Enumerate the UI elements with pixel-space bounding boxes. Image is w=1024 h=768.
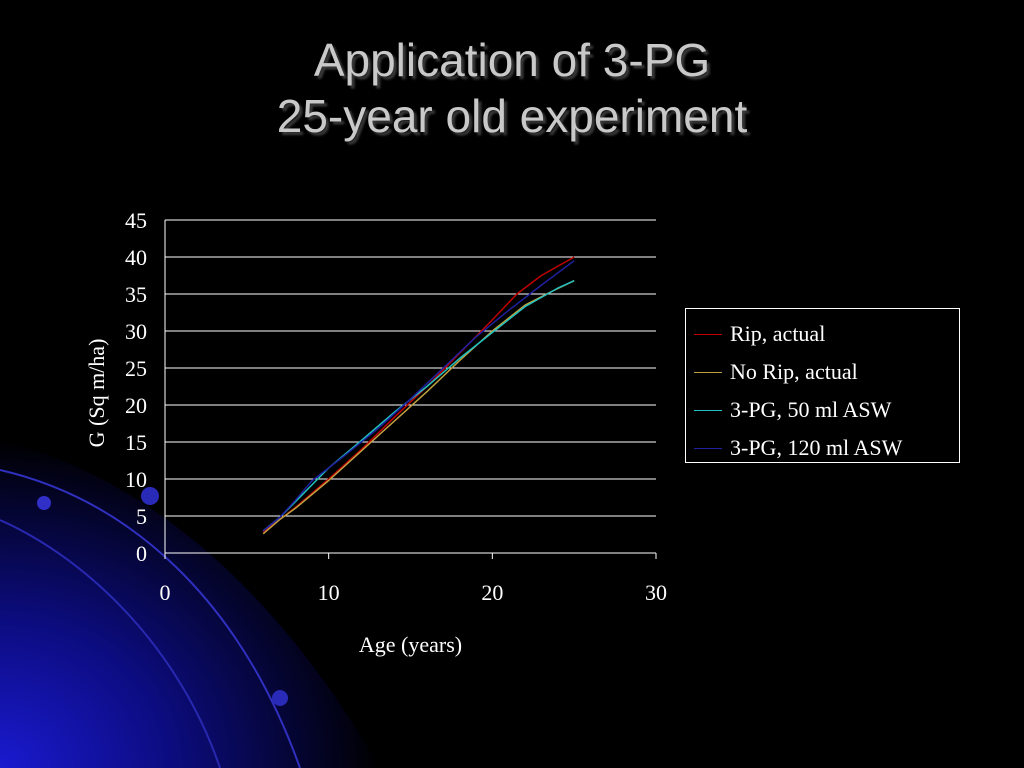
series-line-4	[262, 260, 575, 532]
background-dot	[37, 496, 51, 510]
legend-label: 3-PG, 50 ml ASW	[730, 397, 892, 422]
slide-title-line1: Application of 3-PG	[313, 34, 711, 86]
legend-swatch	[694, 371, 722, 373]
y-tick-label: 45	[125, 208, 147, 233]
slide-title: Application of 3-PG 25-year old experime…	[0, 32, 1024, 144]
y-tick-label: 35	[125, 282, 147, 307]
series-line-2	[262, 280, 575, 535]
background-arc	[0, 519, 221, 768]
legend-item: Rip, actual	[686, 315, 959, 353]
legend-label: 3-PG, 120 ml ASW	[730, 435, 903, 460]
slide-title-line2: 25-year old experiment	[276, 90, 748, 142]
x-tick-label: 10	[318, 580, 340, 605]
background-arc	[0, 469, 301, 768]
background-dot	[141, 487, 159, 505]
y-tick-label: 30	[125, 319, 147, 344]
y-tick-label: 10	[125, 467, 147, 492]
x-tick-label: 0	[160, 580, 171, 605]
y-axis-title: G (Sq m/ha)	[84, 339, 109, 448]
legend-swatch	[694, 333, 722, 335]
y-tick-label: 20	[125, 393, 147, 418]
series-line-1	[262, 256, 575, 533]
chart-legend: Rip, actual No Rip, actual 3-PG, 50 ml ASW…	[685, 308, 960, 463]
series-line-3	[262, 280, 575, 532]
legend-item: 3-PG, 50 ml ASW	[686, 391, 959, 429]
y-tick-label: 5	[136, 504, 147, 529]
legend-item: No Rip, actual	[686, 353, 959, 391]
background-swoosh	[0, 440, 380, 768]
background-dot	[272, 690, 288, 706]
legend-label: Rip, actual	[730, 321, 826, 346]
y-tick-label: 25	[125, 356, 147, 381]
legend-swatch	[694, 409, 722, 411]
legend-swatch	[694, 447, 722, 449]
legend-item: 3-PG, 120 ml ASW	[686, 429, 959, 467]
x-axis-title: Age (years)	[359, 632, 462, 657]
x-tick-label: 20	[481, 580, 503, 605]
y-tick-label: 40	[125, 245, 147, 270]
y-tick-label: 15	[125, 430, 147, 455]
x-tick-label: 30	[645, 580, 667, 605]
y-tick-label: 0	[136, 541, 147, 566]
legend-label: No Rip, actual	[730, 359, 858, 384]
